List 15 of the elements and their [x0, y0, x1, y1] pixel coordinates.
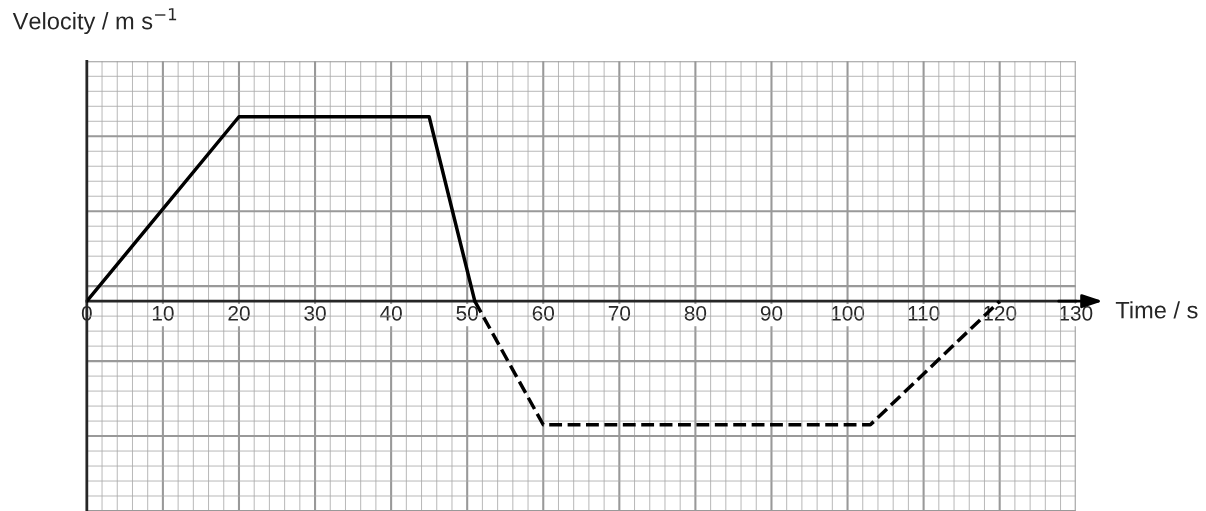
x-axis-title: Time / s [1115, 301, 1198, 319]
x-tick-label: 50 [456, 305, 478, 321]
x-tick-label: 100 [831, 305, 865, 321]
x-tick-label: 80 [684, 305, 707, 321]
x-tick-label: 110 [908, 305, 940, 321]
x-tick-label: 120 [983, 305, 1017, 321]
x-tick-label: 30 [304, 305, 326, 321]
x-tick-label: 20 [228, 305, 250, 321]
x-tick-label: 130 [1059, 305, 1093, 321]
y-axis-title: Velocity / m s$^{−1}$ [12, 8, 177, 35]
x-tick-label: 60 [532, 305, 555, 321]
x-tick-label: 40 [380, 305, 402, 321]
x-tick-label: 10 [152, 305, 174, 321]
x-tick-label: 90 [760, 305, 783, 321]
x-tick-label: 70 [608, 305, 631, 321]
